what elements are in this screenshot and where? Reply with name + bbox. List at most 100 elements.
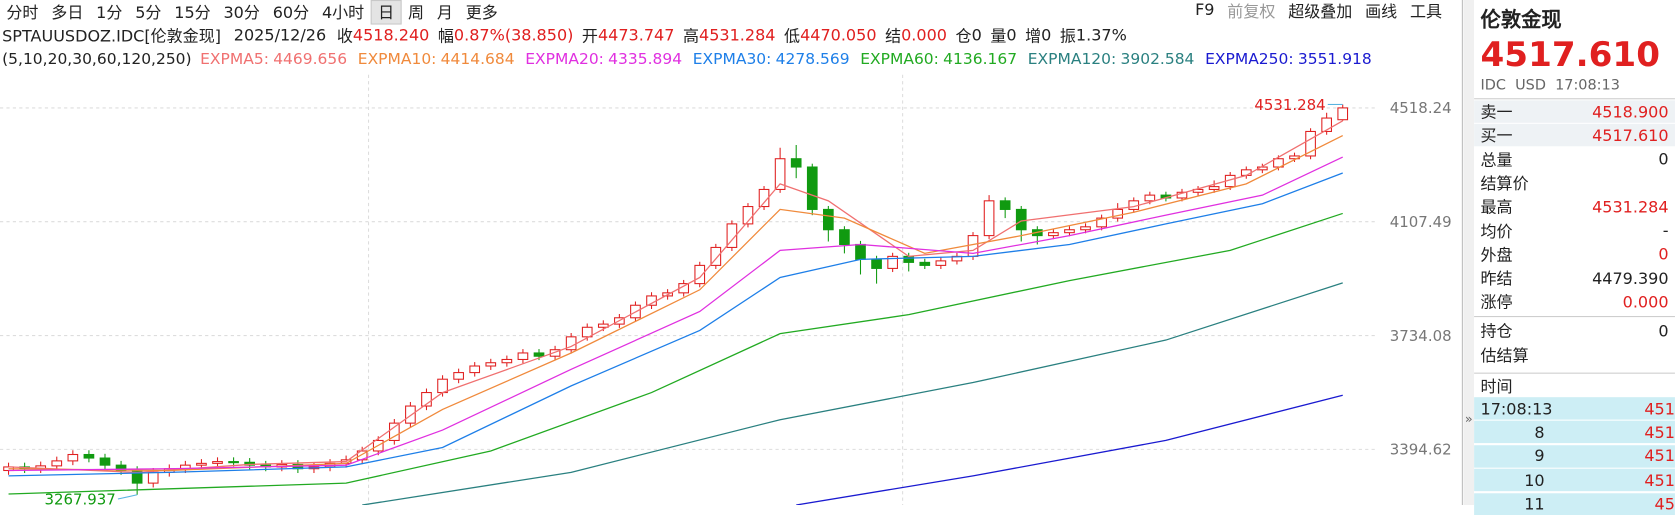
- tool-button[interactable]: 画线: [1365, 2, 1398, 22]
- candle-body: [855, 243, 866, 260]
- row-label: 结算价: [1480, 173, 1529, 194]
- candle-body: [806, 166, 818, 210]
- legend-name: EXPMA10:: [357, 51, 437, 69]
- quote-row: 卖一 4518.900: [1474, 100, 1675, 123]
- period-tab[interactable]: 4小时: [321, 2, 365, 22]
- quote-label: 开: [581, 26, 598, 46]
- candle-body: [581, 326, 593, 338]
- candle-body: [887, 255, 898, 269]
- tool-button[interactable]: 超级叠加: [1288, 2, 1353, 22]
- legend-name: EXPMA60:: [860, 51, 939, 69]
- legend-name: EXPMA250:: [1205, 51, 1294, 69]
- quote-label: 仓: [955, 26, 972, 46]
- quote-label: 结: [885, 26, 902, 46]
- period-tab[interactable]: 15分: [174, 2, 211, 22]
- period-tab[interactable]: 日: [370, 0, 402, 25]
- candle-body: [1208, 186, 1220, 190]
- annotation-line: [117, 494, 138, 500]
- period-tab[interactable]: 月: [436, 2, 453, 22]
- row-label: 最高: [1480, 197, 1513, 217]
- row-value: 0: [1658, 320, 1669, 341]
- candle-body: [196, 462, 207, 466]
- quote-label: 幅: [437, 26, 454, 46]
- period-tab[interactable]: 1分: [96, 2, 123, 22]
- candle-body: [1048, 232, 1059, 237]
- row-value: 0.000: [1622, 292, 1669, 312]
- tick-price: 45: [1654, 494, 1675, 514]
- candle-body: [1240, 169, 1252, 176]
- period-tab[interactable]: 更多: [465, 2, 498, 22]
- y-tick-label: 3734.08: [1390, 327, 1452, 345]
- candle-body: [1080, 226, 1091, 231]
- quote-label: 增: [1025, 26, 1042, 46]
- tick-time: 9: [1534, 446, 1545, 466]
- candle-body: [839, 229, 850, 245]
- price-meta: IDC USD 17:08:13: [1480, 76, 1620, 94]
- min-label: 3267.937: [44, 490, 115, 505]
- row-value: -: [1662, 221, 1669, 241]
- expma-line: [8, 212, 1343, 495]
- candle-body: [726, 223, 738, 248]
- candle-body: [67, 453, 79, 462]
- quote-row: 昨结 4479.390: [1474, 267, 1675, 289]
- tick-time: 11: [1524, 494, 1545, 514]
- quote-value: 4518.240: [352, 25, 430, 45]
- y-tick-label: 4107.49: [1390, 213, 1452, 231]
- quote-panel: 伦敦金现 4517.610 IDC USD 17:08:13 时间 卖一 4518…: [1474, 0, 1675, 515]
- legend-name: EXPMA20:: [525, 51, 604, 69]
- expma-line: [8, 172, 1343, 477]
- quote-value: 0: [971, 25, 982, 45]
- row-label: 均价: [1480, 221, 1513, 241]
- expand-icon[interactable]: »: [1465, 412, 1473, 427]
- period-tab[interactable]: 60分: [272, 2, 310, 22]
- expma-line: [8, 120, 1344, 473]
- candle-body: [1015, 208, 1027, 231]
- candle-body: [710, 246, 722, 266]
- quote-value: 4531.284: [699, 25, 776, 45]
- period-tab[interactable]: 分时: [6, 2, 39, 22]
- quote-value: 0.87%(38.850): [453, 25, 574, 45]
- quote-label: 振: [1059, 26, 1076, 46]
- last-price: 4517.610: [1480, 34, 1660, 75]
- candle-body: [1144, 194, 1156, 202]
- row-label: 昨结: [1480, 269, 1513, 289]
- period-tab[interactable]: 周: [408, 2, 425, 22]
- tick-row: 8 451: [1474, 421, 1675, 444]
- candle-body: [919, 261, 931, 266]
- row-label: 总量: [1480, 150, 1513, 170]
- candle-body: [212, 461, 223, 464]
- legend-value: 3902.584: [1120, 51, 1195, 69]
- tool-button[interactable]: 前复权: [1227, 2, 1276, 22]
- candle-body: [597, 323, 609, 328]
- y-tick-label: 4518.24: [1390, 99, 1452, 117]
- candle-body: [549, 349, 561, 357]
- divider: [1474, 372, 1675, 374]
- tool-button[interactable]: 工具: [1410, 2, 1443, 22]
- candle-body: [533, 352, 545, 357]
- quote-value: 1.37%: [1075, 25, 1127, 45]
- period-tab[interactable]: 30分: [223, 2, 260, 22]
- gutter: [1463, 0, 1475, 506]
- period-tab[interactable]: 5分: [135, 2, 162, 22]
- row-label: 卖一: [1480, 102, 1513, 122]
- legend-name: EXPMA5:: [200, 51, 269, 69]
- legend-name: EXPMA30:: [692, 51, 772, 69]
- toolbar: 分时 多日 1分 5分 15分 30分 60分 4小时日周月更多 F9 前复权 超级叠加 画线 工具: [0, 0, 1461, 25]
- tick-time: 10: [1524, 470, 1545, 490]
- row-value: 4517.610: [1592, 125, 1669, 145]
- period-tab[interactable]: 多日: [51, 2, 84, 22]
- tick-row: 17:08:13 451: [1474, 397, 1675, 420]
- candle-body: [790, 158, 802, 168]
- candle-body: [517, 352, 529, 360]
- tick-row: 11 45: [1474, 492, 1675, 515]
- quote-row: 外盘 0: [1474, 243, 1675, 265]
- quote-row: 买一 4517.610: [1474, 124, 1675, 147]
- candle-body: [83, 453, 95, 459]
- expma-line: [362, 282, 1343, 506]
- tool-button[interactable]: F9: [1195, 0, 1215, 20]
- tick-time: 8: [1534, 422, 1545, 442]
- candle-body: [228, 461, 239, 464]
- row-value: 4518.900: [1592, 101, 1669, 122]
- quote-value: 0: [1041, 25, 1052, 45]
